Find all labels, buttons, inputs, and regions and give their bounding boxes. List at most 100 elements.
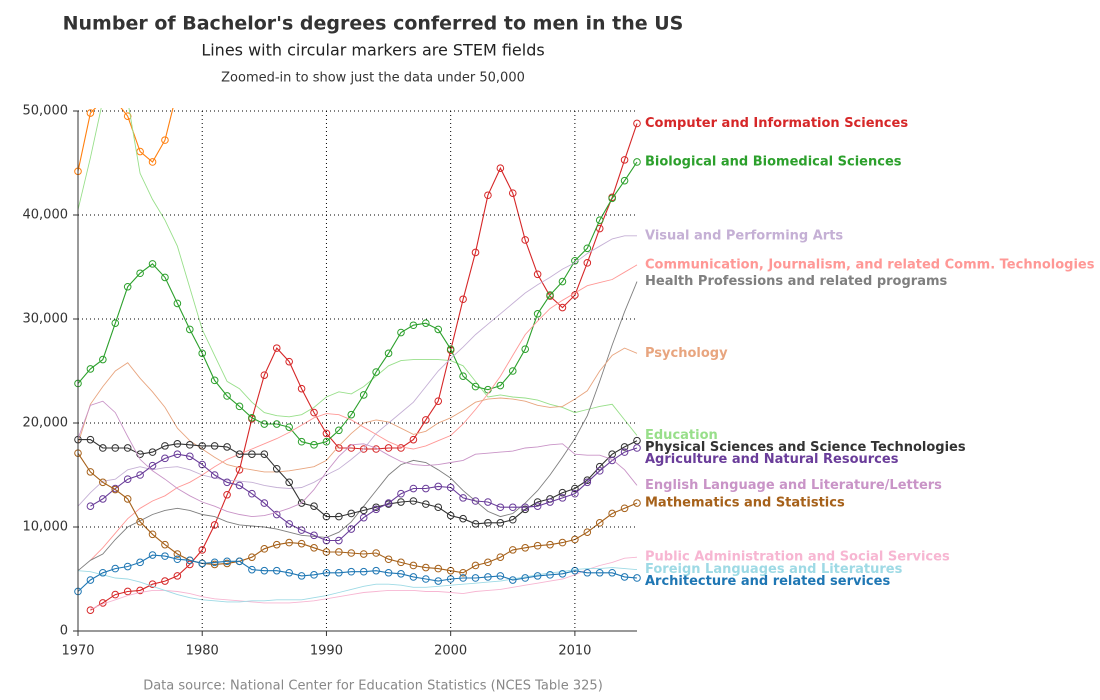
marker: [533, 502, 542, 511]
marker: [422, 563, 430, 572]
marker: [595, 467, 604, 475]
marker: [608, 509, 616, 518]
marker: [508, 546, 517, 554]
marker: [235, 466, 244, 474]
marker: [335, 548, 343, 556]
plot-area: [74, 4, 641, 615]
marker: [210, 376, 219, 385]
marker: [496, 164, 505, 172]
marker: [148, 551, 157, 559]
marker: [459, 295, 467, 304]
marker: [111, 485, 120, 494]
marker: [620, 573, 629, 581]
marker: [459, 372, 467, 381]
marker: [161, 454, 169, 463]
marker: [384, 499, 393, 507]
marker: [398, 4, 405, 11]
marker: [272, 420, 281, 428]
marker: [558, 488, 567, 497]
marker: [285, 538, 293, 547]
marker: [310, 544, 318, 552]
marker: [100, 97, 107, 104]
marker: [633, 158, 641, 166]
marker: [583, 476, 592, 485]
marker: [148, 530, 157, 539]
marker: [161, 540, 169, 549]
marker: [546, 291, 554, 299]
marker: [173, 450, 182, 459]
marker: [248, 565, 256, 574]
marker: [409, 435, 418, 444]
marker: [558, 538, 567, 547]
marker: [347, 549, 356, 557]
marker: [310, 571, 318, 579]
marker: [583, 528, 592, 537]
legend-label: Foreign Languages and Literatures: [645, 562, 903, 577]
marker: [111, 590, 120, 599]
marker: [187, 35, 194, 42]
marker: [546, 498, 554, 506]
series-line: [77, 281, 638, 572]
marker: [447, 4, 454, 11]
marker: [608, 568, 616, 577]
marker: [210, 560, 219, 569]
marker: [372, 549, 380, 557]
marker: [198, 559, 207, 568]
marker: [446, 511, 455, 520]
marker: [111, 444, 120, 452]
x-tick-label: 1990: [310, 644, 343, 659]
marker: [459, 568, 467, 577]
marker: [459, 574, 467, 582]
marker: [148, 260, 157, 268]
marker: [409, 321, 418, 330]
marker: [496, 381, 505, 390]
marker: [422, 575, 430, 583]
marker: [347, 410, 356, 419]
marker: [86, 109, 95, 117]
x-tick-label: 2010: [558, 644, 591, 659]
marker: [397, 558, 405, 567]
marker: [297, 437, 306, 446]
marker: [633, 436, 641, 445]
marker: [347, 509, 356, 518]
marker: [186, 325, 194, 334]
marker: [409, 561, 418, 570]
marker: [297, 572, 306, 580]
marker: [260, 450, 269, 459]
legend-label: Communication, Journalism, and related C…: [645, 257, 1095, 272]
marker: [508, 189, 517, 197]
marker: [297, 539, 306, 548]
marker: [434, 397, 443, 405]
marker: [633, 499, 641, 507]
marker: [533, 541, 542, 550]
x-tick-label: 1980: [186, 644, 219, 659]
marker: [112, 97, 119, 104]
marker: [384, 568, 393, 577]
legend-label: Psychology: [645, 346, 728, 361]
marker: [297, 384, 306, 393]
marker: [409, 573, 418, 581]
legend-label: Biological and Biomedical Sciences: [645, 154, 902, 169]
marker: [558, 494, 567, 502]
series-line: [77, 554, 638, 592]
marker: [359, 567, 368, 576]
marker: [223, 443, 231, 451]
series-line: [90, 264, 638, 561]
series-line: [77, 567, 638, 603]
marker: [496, 553, 505, 561]
marker: [521, 503, 530, 512]
marker: [235, 481, 244, 490]
marker: [471, 574, 480, 582]
series-line: [90, 123, 638, 611]
marker: [496, 572, 505, 580]
marker: [223, 557, 231, 566]
marker: [335, 426, 343, 435]
chart-title: Number of Bachelor's degrees conferred t…: [63, 13, 684, 35]
marker: [471, 520, 480, 528]
marker: [198, 546, 207, 554]
marker: [571, 489, 579, 498]
marker: [459, 494, 467, 502]
marker: [434, 564, 443, 573]
marker: [148, 461, 157, 470]
marker: [174, 87, 181, 94]
